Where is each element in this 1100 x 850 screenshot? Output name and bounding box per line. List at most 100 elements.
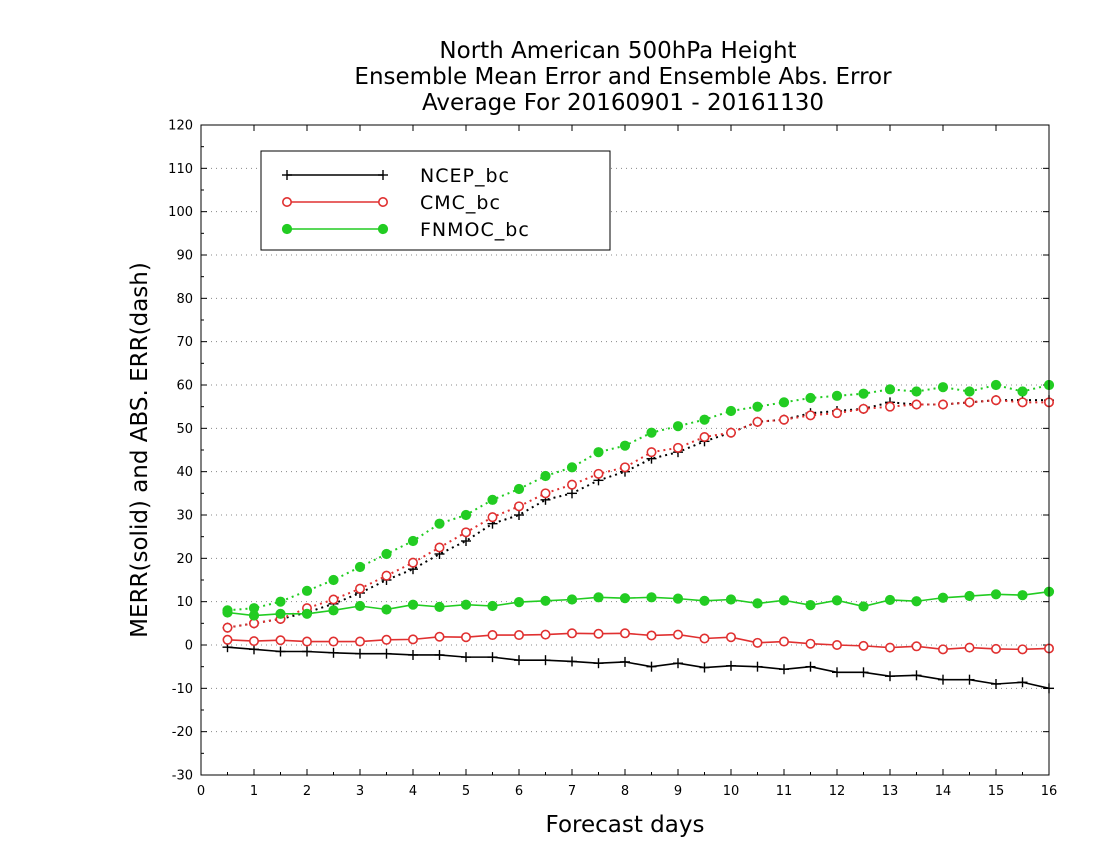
merr-point-cmc-bc [884, 642, 895, 653]
abs-err-point-fnmoc-bc [646, 427, 657, 438]
y-tick-label: 80 [176, 292, 193, 307]
merr-point-fnmoc-bc [460, 599, 472, 610]
legend-marker [281, 197, 292, 208]
merr-point-ncep-bc [938, 674, 948, 685]
abs-err-point-fnmoc-bc [487, 494, 498, 505]
merr-point-fnmoc-bc [752, 598, 763, 609]
abs-err-point-cmc-bc [964, 397, 975, 408]
plot-frame [200, 124, 1050, 776]
abs-err-line-fnmoc-bc [227, 383, 1050, 612]
merr-point-cmc-bc [619, 628, 630, 639]
x-tick-label: 14 [935, 784, 952, 799]
merr-point-fnmoc-bc [487, 600, 498, 612]
merr-point-ncep-bc [275, 646, 286, 657]
y-tick-label: 60 [176, 379, 193, 394]
abs-err-point-fnmoc-bc [619, 440, 631, 451]
legend-marker [377, 223, 389, 235]
merr-point-fnmoc-bc [354, 600, 366, 612]
y-tick-label: 90 [176, 249, 193, 264]
merr-point-cmc-bc [805, 638, 816, 649]
abs-err-point-cmc-bc [725, 427, 736, 438]
merr-point-ncep-bc [699, 662, 710, 673]
y-tick-label: 110 [168, 162, 193, 177]
x-tick-label: 0 [197, 784, 205, 799]
y-tick-label: -30 [172, 769, 193, 784]
merr-point-cmc-bc [725, 632, 736, 643]
series-cmc-bc [222, 395, 1055, 655]
series-ncep-bc [222, 395, 1054, 694]
abs-err-point-fnmoc-bc [805, 392, 816, 404]
merr-point-cmc-bc [301, 636, 312, 647]
x-tick-label: 13 [882, 784, 899, 799]
merr-point-cmc-bc [964, 642, 975, 653]
merr-point-ncep-bc [911, 670, 922, 681]
x-tick-label: 9 [674, 784, 682, 799]
legend-marker [281, 223, 293, 235]
merr-point-ncep-bc [885, 671, 895, 682]
y-tick-label: 120 [168, 119, 193, 134]
merr-point-fnmoc-bc [434, 601, 445, 612]
merr-point-cmc-bc [911, 641, 922, 652]
merr-point-cmc-bc [752, 637, 763, 648]
abs-err-point-fnmoc-bc [699, 414, 710, 425]
x-tick-label: 5 [462, 784, 470, 799]
x-tick-label: 2 [303, 784, 311, 799]
merr-point-cmc-bc [1017, 644, 1028, 655]
merr-point-fnmoc-bc [540, 595, 551, 606]
merr-point-ncep-bc [964, 674, 975, 685]
merr-point-fnmoc-bc [964, 590, 975, 602]
x-tick-label: 7 [568, 784, 576, 799]
merr-point-cmc-bc [646, 630, 657, 641]
merr-point-fnmoc-bc [593, 592, 604, 603]
abs-err-point-cmc-bc [513, 501, 524, 512]
x-axis-label: Forecast days [546, 812, 705, 838]
merr-point-cmc-bc [381, 634, 392, 645]
merr-point-ncep-bc [593, 658, 604, 669]
x-tick-label: 4 [409, 784, 417, 799]
abs-err-point-fnmoc-bc [460, 509, 472, 521]
abs-err-line-ncep-bc [227, 399, 1049, 629]
merr-point-ncep-bc [567, 656, 577, 667]
x-tick-label: 6 [515, 784, 523, 799]
abs-err-point-cmc-bc [328, 594, 339, 605]
merr-point-cmc-bc [831, 639, 842, 650]
merr-point-ncep-bc [434, 649, 445, 660]
merr-point-ncep-bc [832, 667, 842, 678]
abs-err-point-fnmoc-bc [990, 379, 1002, 391]
y-tick-label: 50 [176, 422, 193, 437]
abs-err-point-fnmoc-bc [593, 447, 604, 458]
abs-err-point-fnmoc-bc [513, 483, 525, 495]
merr-point-ncep-bc [805, 661, 816, 672]
merr-point-ncep-bc [355, 648, 365, 659]
merr-point-ncep-bc [858, 667, 869, 678]
chart-title: North American 500hPa Height Ensemble Me… [354, 38, 892, 116]
y-tick-label: 100 [168, 205, 193, 220]
merr-point-fnmoc-bc [805, 600, 816, 611]
abs-err-point-ncep-bc [461, 536, 471, 546]
legend-label: NCEP_bc [420, 165, 510, 187]
legend-label: CMC_bc [420, 192, 501, 214]
merr-point-cmc-bc [937, 644, 948, 655]
y-tick-label: -20 [172, 725, 193, 740]
x-tick-label: 11 [776, 784, 793, 799]
merr-point-fnmoc-bc [858, 601, 869, 612]
x-tick-label: 1 [250, 784, 258, 799]
abs-err-point-fnmoc-bc [964, 386, 975, 397]
abs-err-point-cmc-bc [672, 442, 683, 453]
merr-point-fnmoc-bc [248, 610, 260, 621]
merr-point-ncep-bc [487, 652, 498, 663]
legend-marker [282, 170, 292, 180]
title-line-2: Ensemble Mean Error and Ensemble Abs. Er… [354, 64, 892, 90]
abs-err-point-cmc-bc [646, 447, 657, 458]
merr-point-cmc-bc [487, 630, 498, 641]
abs-err-point-cmc-bc [858, 403, 869, 414]
merr-point-ncep-bc [461, 652, 471, 663]
merr-point-ncep-bc [381, 648, 392, 659]
abs-err-point-fnmoc-bc [407, 535, 419, 547]
merr-point-fnmoc-bc [990, 589, 1002, 600]
merr-point-cmc-bc [222, 634, 233, 645]
merr-point-fnmoc-bc [222, 607, 233, 618]
merr-point-cmc-bc [566, 628, 577, 639]
x-tick-label: 8 [621, 784, 629, 799]
legend-marker [377, 197, 388, 208]
